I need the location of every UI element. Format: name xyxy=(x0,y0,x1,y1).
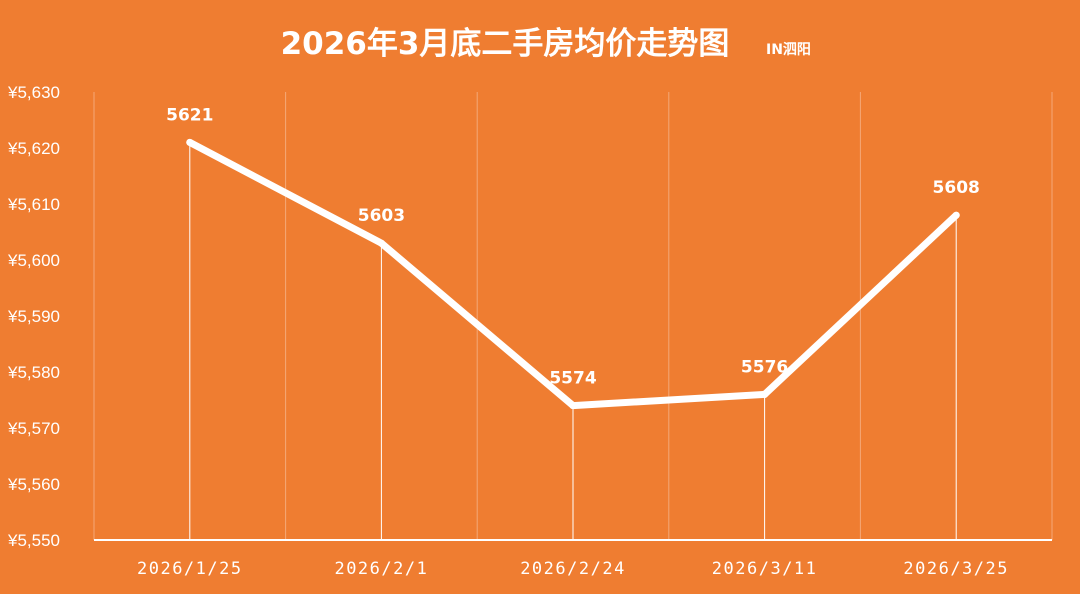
y-tick-label: ¥5,590 xyxy=(7,307,60,326)
series-line-segment xyxy=(186,138,385,247)
y-tick-label: ¥5,550 xyxy=(7,531,60,550)
data-point xyxy=(761,390,769,398)
x-tick-label: 2026/1/25 xyxy=(137,559,243,579)
data-point xyxy=(569,402,577,410)
x-tick-label: 2026/3/11 xyxy=(712,559,818,579)
drop-lines xyxy=(189,142,957,540)
gridlines xyxy=(93,92,1053,540)
data-labels: 5621 5603 5574 5576 5608 xyxy=(166,105,980,388)
y-tick-label: ¥5,580 xyxy=(7,363,60,382)
series-line-segment xyxy=(761,211,960,398)
y-tick-label: ¥5,630 xyxy=(7,83,60,102)
y-tick-label: ¥5,610 xyxy=(7,195,60,214)
data-point xyxy=(377,239,385,247)
data-label: 5576 xyxy=(741,357,788,377)
series-line-segment xyxy=(377,239,577,410)
series-line xyxy=(186,138,960,410)
data-label: 5608 xyxy=(933,178,980,198)
x-axis-ticks: 2026/1/25 2026/2/1 2026/2/24 2026/3/11 2026/… xyxy=(137,559,1009,579)
y-tick-label: ¥5,560 xyxy=(7,475,60,494)
data-label: 5574 xyxy=(549,369,596,389)
data-label: 5621 xyxy=(166,105,213,125)
data-point xyxy=(186,138,194,146)
y-axis-ticks: ¥5,550 ¥5,560 ¥5,570 ¥5,580 ¥5,590 ¥5,600 ¥5,6… xyxy=(7,83,60,550)
chart-subtitle: IN泗阳 xyxy=(766,41,811,58)
x-tick-label: 2026/3/25 xyxy=(903,559,1009,579)
data-label: 5603 xyxy=(358,206,405,226)
chart-title: 2026年3月底二手房均价走势图 xyxy=(281,26,730,62)
x-tick-label: 2026/2/1 xyxy=(334,559,428,579)
data-point xyxy=(952,211,960,219)
x-tick-label: 2026/2/24 xyxy=(520,559,626,579)
y-tick-label: ¥5,620 xyxy=(7,139,60,158)
y-tick-label: ¥5,600 xyxy=(7,251,60,270)
series-line-segment xyxy=(569,390,769,410)
y-tick-label: ¥5,570 xyxy=(7,419,60,438)
